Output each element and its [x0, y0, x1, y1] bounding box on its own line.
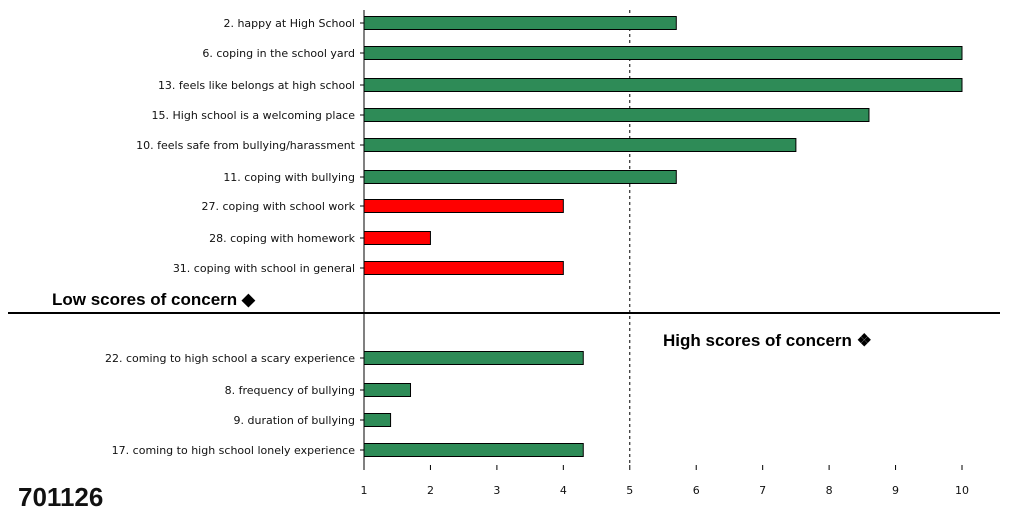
low-concern-label: Low scores of concern ◆ [52, 290, 256, 309]
high-concern-label: High scores of concern ❖ [663, 331, 872, 350]
category-label: 6. coping in the school yard [202, 47, 355, 60]
x-tick-label: 5 [626, 484, 633, 497]
category-label: 13. feels like belongs at high school [158, 79, 355, 92]
x-tick-label: 2 [427, 484, 434, 497]
bar [363, 78, 963, 92]
x-tick-label: 7 [759, 484, 766, 497]
x-tick-label: 10 [955, 484, 969, 497]
bar [363, 383, 412, 397]
bar [363, 199, 564, 213]
x-tick-label: 6 [693, 484, 700, 497]
category-label: 8. frequency of bullying [225, 384, 355, 397]
bars-layer: 2. happy at High School 6. coping in the … [8, 10, 1000, 497]
x-tick-label: 8 [826, 484, 833, 497]
category-label: 17. coming to high school lonely experie… [112, 444, 356, 457]
category-label: 27. coping with school work [202, 200, 356, 213]
category-label: 2. happy at High School [223, 17, 355, 30]
bar [363, 170, 677, 184]
bar [363, 261, 564, 275]
bar [363, 443, 584, 457]
category-label: 22. coming to high school a scary experi… [105, 352, 355, 365]
bar [363, 231, 431, 245]
category-label: 28. coping with homework [209, 232, 356, 245]
x-tick-label: 1 [361, 484, 368, 497]
chart-id-label: 701126 [18, 482, 103, 511]
bar [363, 16, 677, 30]
category-label: 11. coping with bullying [223, 171, 355, 184]
bar [363, 46, 963, 60]
bar [363, 413, 392, 427]
x-tick-label: 3 [493, 484, 500, 497]
category-label: 9. duration of bullying [234, 414, 355, 427]
x-tick-label: 9 [892, 484, 899, 497]
bar [363, 108, 870, 122]
category-label: 31. coping with school in general [173, 262, 355, 275]
category-label: 10. feels safe from bullying/harassment [136, 139, 356, 152]
category-label: 15. High school is a welcoming place [152, 109, 356, 122]
bar [363, 351, 584, 365]
bar [363, 138, 797, 152]
x-tick-label: 4 [560, 484, 567, 497]
